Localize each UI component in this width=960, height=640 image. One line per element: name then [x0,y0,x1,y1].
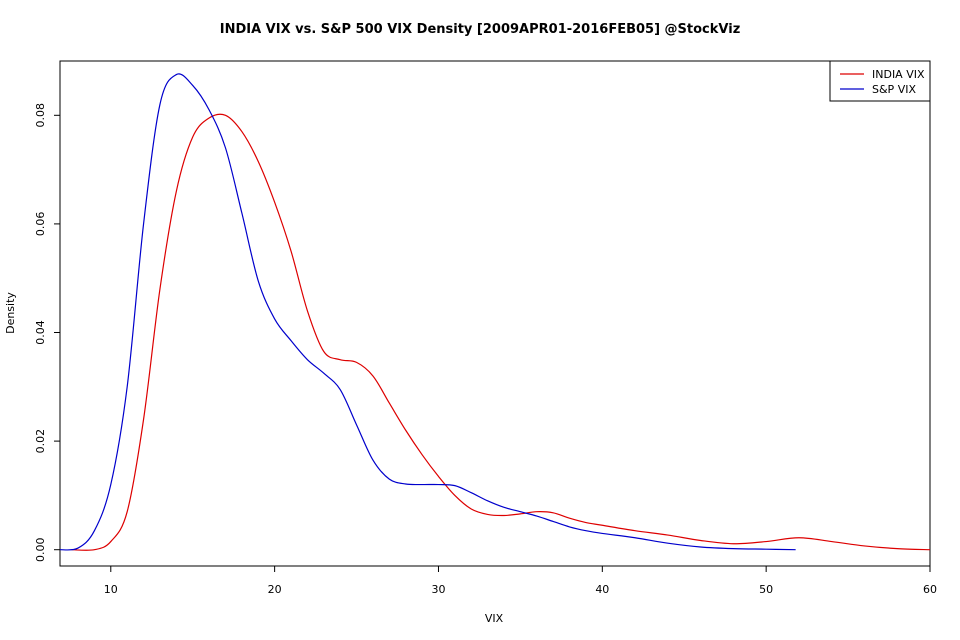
series-lines [59,73,931,551]
y-tick-label: 0.02 [34,429,47,454]
x-tick-label: 60 [923,583,937,596]
x-tick-label: 40 [595,583,609,596]
legend-box [829,60,931,102]
x-tick-label: 30 [431,583,445,596]
x-tick-label: 50 [759,583,773,596]
x-tick-label: 10 [104,583,118,596]
y-tick-label: 0.08 [34,103,47,128]
y-tick-label: 0.04 [34,320,47,345]
legend-label-sp-vix: S&P VIX [872,83,916,96]
y-axis: 0.00 0.02 0.04 0.06 0.08 [34,103,61,562]
series-line-india-vix [71,113,931,551]
y-tick-label: 0.00 [34,537,47,562]
series-line-s-p-vix [59,73,796,551]
x-axis: 10 20 30 40 50 60 [104,565,937,596]
chart-title: INDIA VIX vs. S&P 500 VIX Density [2009A… [219,22,741,37]
legend-label-india-vix: INDIA VIX [872,68,925,81]
legend: INDIA VIX S&P VIX [829,60,931,102]
x-tick-label: 20 [268,583,282,596]
x-axis-label: VIX [485,612,504,625]
y-tick-label: 0.06 [34,212,47,237]
y-axis-label: Density [4,292,17,334]
plot-frame [59,60,931,567]
